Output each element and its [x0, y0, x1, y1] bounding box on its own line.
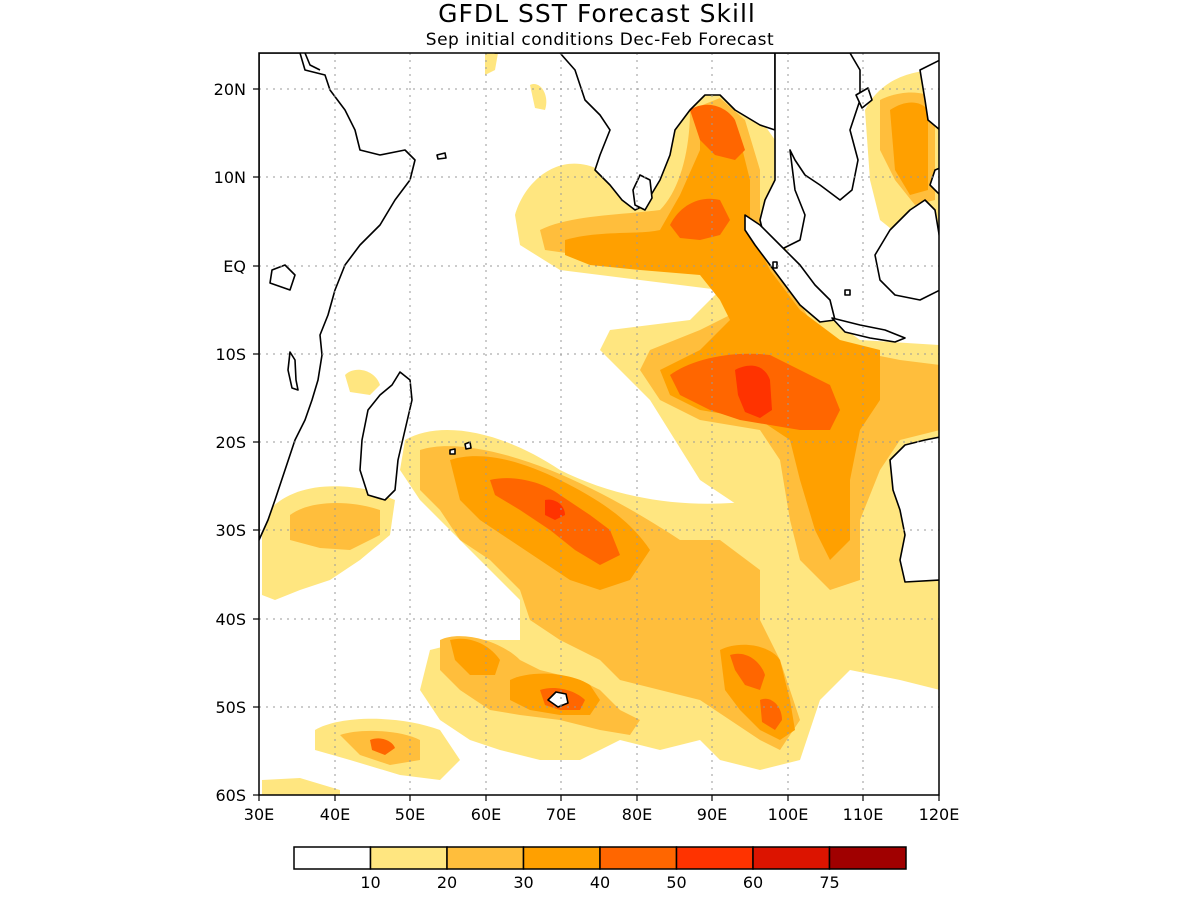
- lon-tick-label: 70E: [546, 805, 576, 824]
- legend-swatch: [522, 846, 601, 870]
- legend-swatch: [369, 846, 448, 870]
- lon-tick-label: 60E: [471, 805, 501, 824]
- coastlines: [259, 53, 939, 708]
- lat-tick-labels: 20N 10N EQ 10S 20S 30S 40S 50S 60S: [214, 80, 246, 805]
- lat-tick-label: 60S: [215, 786, 246, 805]
- skill-contours: [262, 53, 939, 795]
- legend-label: 10: [360, 873, 380, 892]
- map-frame: [258, 52, 940, 796]
- legend-label: 40: [590, 873, 610, 892]
- legend-label: 20: [437, 873, 457, 892]
- lon-tick-label: 40E: [320, 805, 350, 824]
- legend-label: 30: [513, 873, 533, 892]
- legend-swatch: [752, 846, 831, 870]
- lat-tick-label: EQ: [223, 257, 246, 276]
- map-panel: [259, 53, 939, 795]
- legend-swatch: [828, 846, 907, 870]
- legend-swatch: [599, 846, 678, 870]
- figure-title: GFDL SST Forecast Skill: [438, 0, 756, 28]
- lon-tick-label: 120E: [919, 805, 960, 824]
- lon-tick-label: 90E: [697, 805, 727, 824]
- lat-tick-label: 10N: [214, 168, 246, 187]
- lon-tick-labels: 30E 40E 50E 60E 70E 80E 90E 100E 110E 12…: [244, 805, 960, 824]
- color-legend: [293, 846, 907, 870]
- lat-tick-label: 30S: [215, 521, 246, 540]
- legend-label: 75: [819, 873, 839, 892]
- lat-tick-label: 20N: [214, 80, 246, 99]
- legend-swatch: [675, 846, 754, 870]
- lon-tick-label: 110E: [843, 805, 884, 824]
- lat-tick-label: 40S: [215, 610, 246, 629]
- legend-label: 60: [743, 873, 763, 892]
- legend-swatch: [446, 846, 525, 870]
- lon-tick-label: 30E: [244, 805, 274, 824]
- lon-tick-label: 100E: [768, 805, 809, 824]
- lon-tick-label: 50E: [395, 805, 425, 824]
- lat-tick-label: 20S: [215, 433, 246, 452]
- legend-label: 50: [666, 873, 686, 892]
- map-gridlines: [259, 53, 939, 795]
- lat-tick-label: 50S: [215, 698, 246, 717]
- lat-tick-label: 10S: [215, 345, 246, 364]
- color-legend-labels: 10 20 30 40 50 60 75: [360, 873, 839, 892]
- legend-swatch: [293, 846, 372, 870]
- lon-tick-label: 80E: [622, 805, 652, 824]
- figure-subtitle: Sep initial conditions Dec-Feb Forecast: [426, 30, 774, 50]
- tick-marks: [253, 88, 940, 801]
